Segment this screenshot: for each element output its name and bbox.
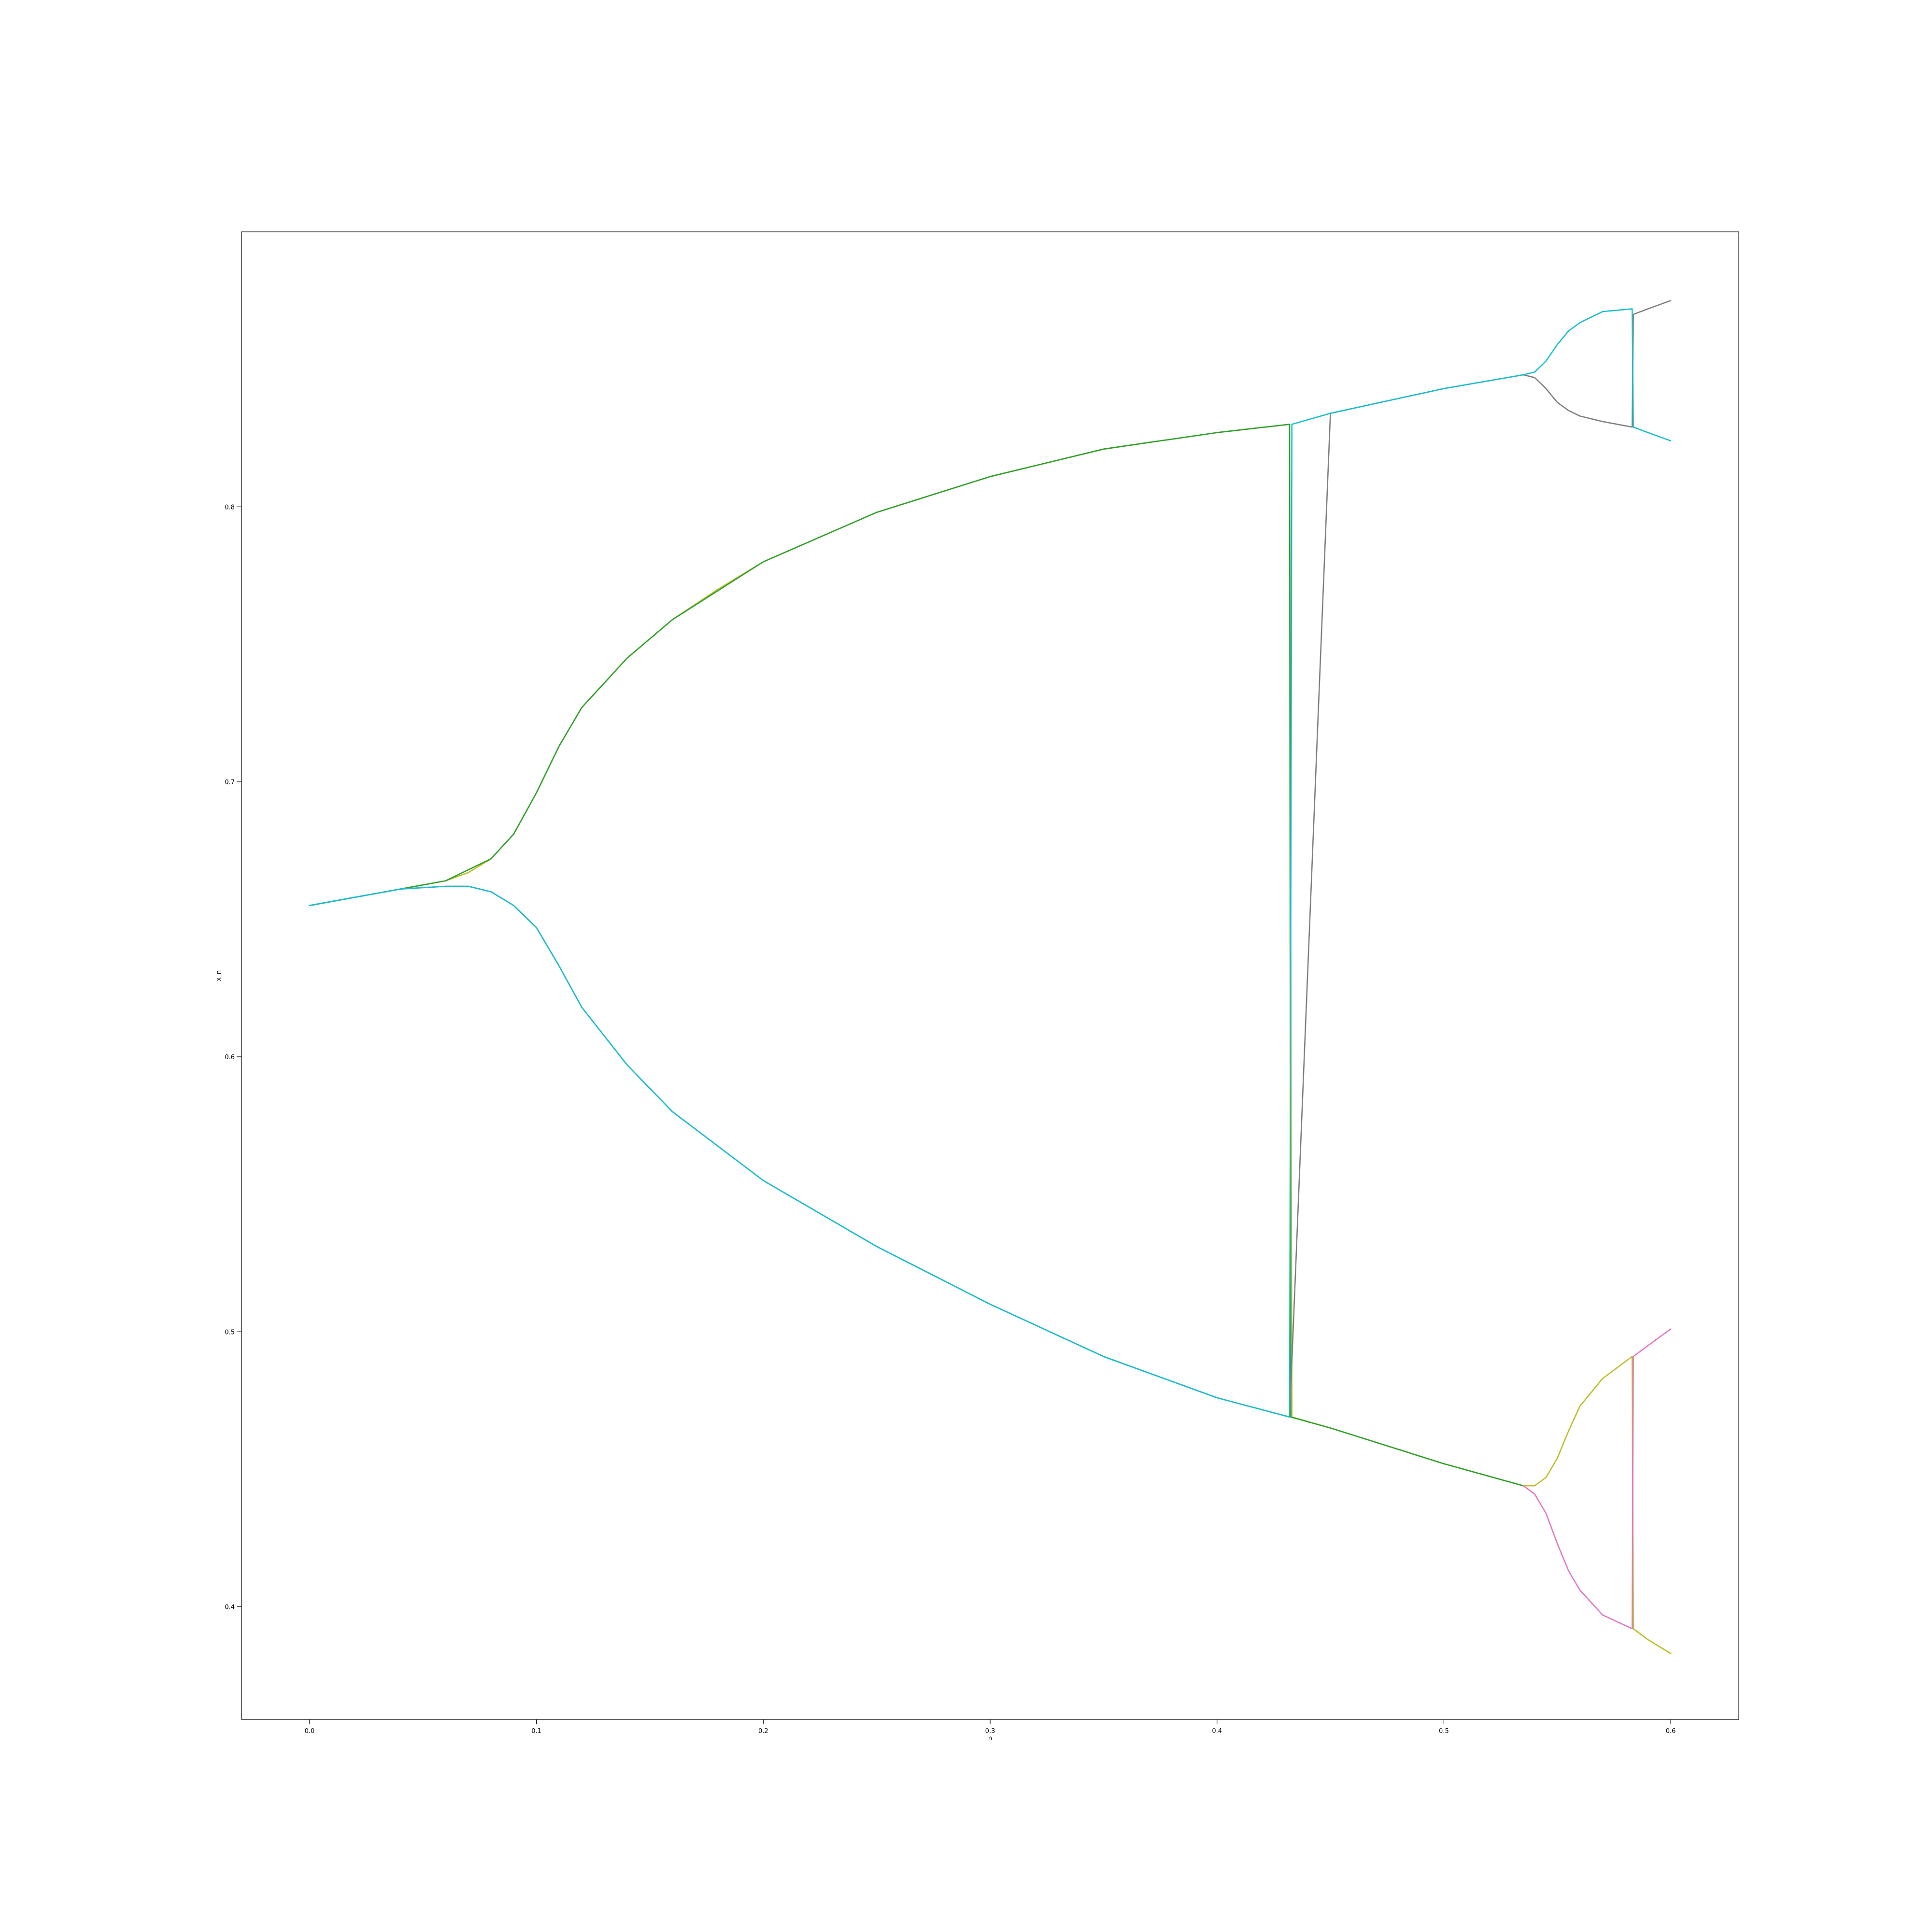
x-tick-label: 0.3 [985,1728,995,1735]
series-line-5 [309,308,1672,1418]
y-tick-label: 0.5 [225,1329,235,1336]
x-tick-label: 0.5 [1439,1728,1449,1735]
series-line-4 [1522,1328,1672,1630]
x-axis: 0.0 0.1 0.2 0.3 0.4 0.5 0.6 [305,1719,1676,1735]
x-tick-label: 0.1 [531,1728,541,1735]
x-axis-label: n [988,1735,992,1742]
y-tick-label: 0.4 [225,1604,235,1611]
x-tick-label: 0.2 [758,1728,768,1735]
y-axis: 0.4 0.5 0.6 0.7 0.8 [225,504,242,1611]
y-axis-label: x_n [215,970,223,981]
y-tick-label: 0.6 [225,1054,235,1061]
y-tick-label: 0.7 [225,779,235,786]
x-tick-label: 0.4 [1212,1728,1222,1735]
x-tick-label: 0.0 [305,1728,315,1735]
series-layer [309,300,1672,1654]
y-tick-label: 0.8 [225,504,235,511]
x-tick-label: 0.6 [1666,1728,1676,1735]
